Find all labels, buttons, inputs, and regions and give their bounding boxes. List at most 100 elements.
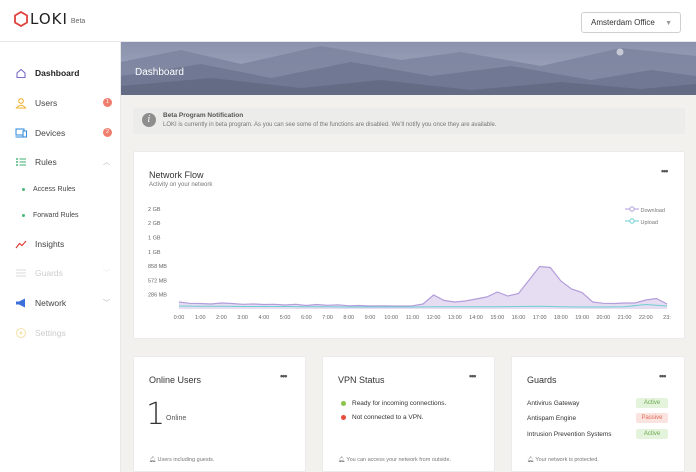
vpn-status-text: Ready for incoming connections. <box>352 400 447 407</box>
bullet-icon <box>22 213 25 217</box>
home-icon <box>16 68 26 79</box>
x-tick-label: 21:00 <box>618 315 632 321</box>
x-tick-label: 19:00 <box>575 315 589 321</box>
card-footer-text: Users including guests. <box>157 457 215 463</box>
app-name: LOKI <box>30 10 68 28</box>
logo-hexagon-icon <box>14 11 28 27</box>
x-tick-label: 7:00 <box>322 315 333 321</box>
network-flow-card: Network Flow Activity on your network ••… <box>133 151 685 339</box>
card-footer: 🔔︎ Users including guests. <box>149 457 214 463</box>
sidebar-item-settings: Settings <box>0 324 121 342</box>
vpn-status-line-ready: Ready for incoming connections. <box>341 400 446 407</box>
chevron-down-icon: ▼ <box>665 20 672 27</box>
more-options-button[interactable]: ••• <box>469 371 477 381</box>
devices-count-badge: 2 <box>103 128 112 137</box>
guard-name: Antivirus Gateway <box>527 400 580 407</box>
sidebar-subitem-label: Forward Rules <box>33 212 79 219</box>
page-title: Dashboard <box>135 67 184 78</box>
sidebar-item-dashboard[interactable]: Dashboard <box>0 64 121 82</box>
guards-icon <box>16 269 26 277</box>
x-tick-label: 3:00 <box>237 315 248 321</box>
users-count-badge: 1 <box>103 98 112 107</box>
x-tick-label: 23: <box>663 315 671 321</box>
bell-icon: 🔔︎ <box>527 457 536 463</box>
status-badge: Passive <box>636 413 668 423</box>
card-footer: 🔔︎ You can access your network from outs… <box>338 457 451 463</box>
list-icon <box>16 158 26 166</box>
x-tick-label: 17:00 <box>533 315 547 321</box>
status-badge: Active <box>636 398 668 408</box>
more-options-button[interactable]: ••• <box>661 166 669 176</box>
sidebar-item-label: Devices <box>35 128 66 138</box>
bullet-icon <box>22 187 25 191</box>
x-tick-label: 14:00 <box>469 315 483 321</box>
x-tick-label: 6:00 <box>301 315 312 321</box>
sidebar-subitem-forward-rules[interactable]: Forward Rules <box>22 212 79 219</box>
sidebar-item-users[interactable]: Users 1 <box>0 94 121 112</box>
card-footer-text: Your network is protected. <box>535 457 599 463</box>
guard-row-ips: Intrusion Prevention Systems Active <box>527 429 677 439</box>
x-tick-label: 0:00 <box>174 315 185 321</box>
sidebar-item-label: Rules <box>35 157 57 167</box>
sidebar-item-label: Dashboard <box>35 68 80 78</box>
sidebar: Dashboard Users 1 Devices 2 Rules ︿ Acce… <box>0 42 121 472</box>
y-tick-label: 858 MB <box>148 264 167 270</box>
y-tick-label: 1 GB <box>148 236 161 242</box>
sidebar-item-label: Network <box>35 298 67 308</box>
legend-upload[interactable]: Upload <box>625 218 658 226</box>
y-tick-label: 1 GB <box>148 250 161 256</box>
card-title: Online Users <box>149 375 202 385</box>
vpn-status-text: Not connected to a VPN. <box>352 414 424 421</box>
top-bar: LOKI Beta Amsterdam Office ▼ <box>0 0 696 42</box>
laptop-icon <box>15 128 27 138</box>
card-title: Network Flow <box>149 170 204 180</box>
x-tick-label: 8:00 <box>343 315 354 321</box>
legend-upload-marker <box>625 218 639 224</box>
x-tick-label: 10:00 <box>384 315 398 321</box>
bell-icon: 🔔︎ <box>338 457 347 463</box>
user-icon <box>15 98 27 109</box>
status-dot-green-icon <box>341 400 346 406</box>
more-options-button[interactable]: ••• <box>659 371 667 381</box>
trend-icon <box>15 240 27 249</box>
x-tick-label: 9:00 <box>365 315 376 321</box>
x-tick-label: 5:00 <box>280 315 291 321</box>
office-select[interactable]: Amsterdam Office ▼ <box>581 12 681 33</box>
vpn-status-card: VPN Status ••• Ready for incoming connec… <box>322 356 495 472</box>
series-line-upload <box>178 303 668 308</box>
card-subtitle: Activity on your network <box>149 182 213 188</box>
sidebar-item-network[interactable]: Network ﹀ <box>0 294 121 312</box>
status-badge: Active <box>636 429 668 439</box>
legend-download[interactable]: Download <box>625 206 665 214</box>
settings-icon <box>15 327 27 339</box>
card-title: VPN Status <box>338 375 385 385</box>
more-options-button[interactable]: ••• <box>280 371 288 381</box>
sidebar-item-devices[interactable]: Devices 2 <box>0 124 121 142</box>
x-tick-label: 4:00 <box>259 315 270 321</box>
chevron-up-icon: ︿ <box>103 159 110 166</box>
card-footer-text: You can access your network from outside… <box>346 457 452 463</box>
app-logo[interactable]: LOKI Beta <box>14 11 85 27</box>
notification-text: LOKI is currently in beta program. As yo… <box>163 122 497 128</box>
sidebar-item-rules[interactable]: Rules ︿ <box>0 153 121 171</box>
card-title: Guards <box>527 375 557 385</box>
online-users-label: Online <box>166 415 187 422</box>
guards-card: Guards ••• Antivirus Gateway Active Anti… <box>511 356 685 472</box>
y-tick-label: 286 MB <box>148 293 167 299</box>
info-icon: i <box>142 113 156 127</box>
sidebar-subitem-label: Access Rules <box>33 186 76 193</box>
sidebar-subitem-access-rules[interactable]: Access Rules <box>22 186 75 193</box>
sidebar-item-label: Insights <box>35 239 65 249</box>
mountain-background <box>121 42 696 95</box>
sidebar-item-label: Users <box>35 98 58 108</box>
online-users-card: Online Users ••• 1 Online 🔔︎ Users inclu… <box>133 356 306 472</box>
network-flow-chart[interactable]: 2 GB 2 GB 1 GB 1 GB 858 MB 572 MB 286 MB 0:00 1:… <box>134 152 686 340</box>
sidebar-item-insights[interactable]: Insights <box>0 235 121 253</box>
guard-row-antivirus: Antivirus Gateway Active <box>527 398 677 408</box>
legend-label: Download <box>640 208 665 214</box>
guard-name: Antispam Engine <box>527 415 577 422</box>
legend-download-marker <box>625 206 639 212</box>
guard-name: Intrusion Prevention Systems <box>527 431 612 438</box>
online-users-count: 1 <box>146 397 166 432</box>
x-tick-label: 13:00 <box>448 315 462 321</box>
